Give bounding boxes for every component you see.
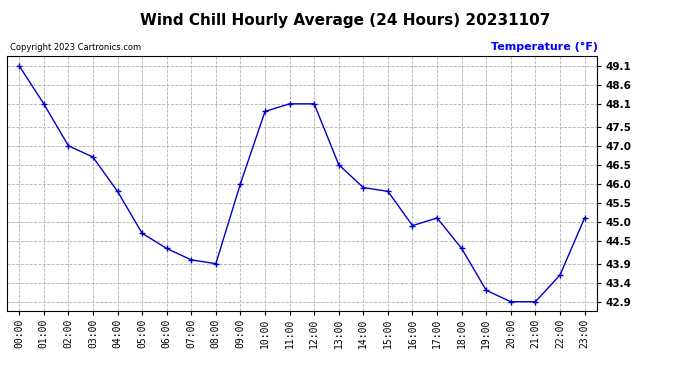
Text: Temperature (°F): Temperature (°F) [491, 42, 598, 52]
Text: Wind Chill Hourly Average (24 Hours) 20231107: Wind Chill Hourly Average (24 Hours) 202… [140, 13, 550, 28]
Text: Copyright 2023 Cartronics.com: Copyright 2023 Cartronics.com [10, 44, 141, 52]
